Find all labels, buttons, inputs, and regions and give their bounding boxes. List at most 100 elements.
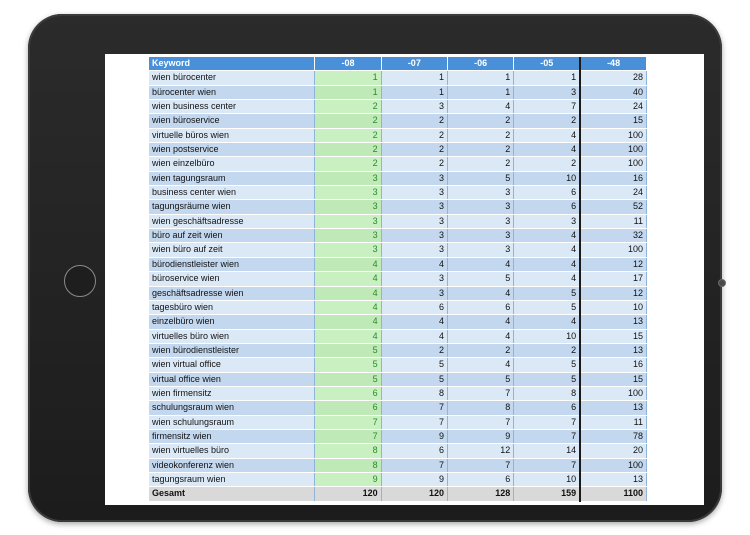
rank-cell[interactable]: 15 — [579, 113, 648, 129]
rank-cell[interactable]: 4 — [447, 286, 515, 301]
keyword-cell[interactable]: wien firmensitz — [149, 386, 316, 402]
rank-cell[interactable]: 2 — [381, 128, 448, 144]
rank-cell[interactable]: 12 — [447, 443, 515, 459]
rank-cell[interactable]: 11 — [579, 415, 648, 430]
rank-cell[interactable]: 5 — [447, 171, 515, 187]
rank-cell[interactable]: 13 — [579, 400, 648, 416]
rank-cell[interactable]: 2 — [314, 99, 382, 115]
rank-cell[interactable]: 6 — [381, 300, 448, 316]
keyword-cell[interactable]: virtual office wien — [149, 372, 316, 387]
rank-cell[interactable]: 3 — [314, 228, 382, 244]
rank-cell[interactable]: 5 — [381, 372, 448, 387]
rank-cell[interactable]: 7 — [513, 429, 581, 445]
column-header[interactable]: -06 — [447, 57, 515, 72]
rank-cell[interactable]: 32 — [579, 228, 648, 244]
rank-cell[interactable]: 5 — [314, 357, 382, 373]
rank-cell[interactable]: 17 — [579, 271, 648, 287]
keyword-cell[interactable]: virtuelle büros wien — [149, 128, 316, 144]
rank-cell[interactable]: 2 — [447, 128, 515, 144]
rank-cell[interactable]: 10 — [513, 472, 581, 488]
rank-cell[interactable]: 4 — [513, 271, 581, 287]
rank-cell[interactable]: 6 — [513, 185, 581, 201]
rank-cell[interactable]: 1 — [447, 70, 515, 86]
keyword-cell[interactable]: wien geschäftsadresse — [149, 214, 316, 230]
keyword-cell[interactable]: wien virtuelles büro — [149, 443, 316, 459]
keyword-cell[interactable]: firmensitz wien — [149, 429, 316, 445]
rank-cell[interactable]: 5 — [513, 357, 581, 373]
rank-cell[interactable]: 7 — [381, 400, 448, 416]
total-label[interactable]: Gesamt — [149, 486, 316, 502]
rank-cell[interactable]: 2 — [314, 113, 382, 129]
rank-cell[interactable]: 1 — [381, 85, 448, 101]
rank-cell[interactable]: 2 — [314, 142, 382, 158]
rank-cell[interactable]: 7 — [513, 99, 581, 115]
rank-cell[interactable]: 2 — [513, 343, 581, 359]
keyword-cell[interactable]: büro auf zeit wien — [149, 228, 316, 244]
total-cell[interactable]: 128 — [447, 486, 515, 502]
rank-cell[interactable]: 3 — [447, 228, 515, 244]
home-button[interactable] — [64, 265, 96, 297]
rank-cell[interactable]: 2 — [447, 113, 515, 129]
rank-cell[interactable]: 3 — [513, 85, 581, 101]
rank-cell[interactable]: 3 — [314, 185, 382, 201]
rank-cell[interactable]: 4 — [381, 257, 448, 273]
keyword-cell[interactable]: wien bürodienstleister — [149, 343, 316, 359]
rank-cell[interactable]: 8 — [314, 443, 382, 459]
keyword-cell[interactable]: videokonferenz wien — [149, 458, 316, 473]
rank-cell[interactable]: 100 — [579, 156, 648, 172]
column-header[interactable]: -07 — [381, 57, 448, 72]
rank-cell[interactable]: 5 — [314, 343, 382, 359]
rank-cell[interactable]: 4 — [513, 242, 581, 258]
rank-cell[interactable]: 7 — [447, 386, 515, 402]
rank-cell[interactable]: 4 — [447, 99, 515, 115]
rank-cell[interactable]: 28 — [579, 70, 648, 86]
keyword-cell[interactable]: wien büroservice — [149, 113, 316, 129]
rank-cell[interactable]: 4 — [447, 257, 515, 273]
rank-cell[interactable]: 4 — [314, 286, 382, 301]
rank-cell[interactable]: 15 — [579, 372, 648, 387]
column-header[interactable]: -08 — [314, 57, 382, 72]
rank-cell[interactable]: 3 — [314, 242, 382, 258]
column-header[interactable]: -48 — [579, 57, 648, 72]
rank-cell[interactable]: 13 — [579, 472, 648, 488]
rank-cell[interactable]: 7 — [513, 458, 581, 473]
rank-cell[interactable]: 9 — [381, 472, 448, 488]
rank-cell[interactable]: 2 — [447, 156, 515, 172]
rank-cell[interactable]: 2 — [513, 113, 581, 129]
rank-cell[interactable]: 1 — [447, 85, 515, 101]
keyword-cell[interactable]: tagesbüro wien — [149, 300, 316, 316]
rank-cell[interactable]: 6 — [314, 400, 382, 416]
rank-cell[interactable]: 4 — [447, 357, 515, 373]
rank-cell[interactable]: 4 — [314, 300, 382, 316]
rank-cell[interactable]: 3 — [513, 214, 581, 230]
rank-cell[interactable]: 6 — [513, 400, 581, 416]
rank-cell[interactable]: 4 — [314, 329, 382, 344]
rank-cell[interactable]: 11 — [579, 214, 648, 230]
rank-cell[interactable]: 40 — [579, 85, 648, 101]
rank-cell[interactable]: 3 — [381, 185, 448, 201]
rank-cell[interactable]: 5 — [314, 372, 382, 387]
keyword-cell[interactable]: wien postservice — [149, 142, 316, 158]
rank-cell[interactable]: 100 — [579, 128, 648, 144]
rank-cell[interactable]: 7 — [381, 415, 448, 430]
rank-cell[interactable]: 10 — [513, 171, 581, 187]
rank-cell[interactable]: 5 — [513, 286, 581, 301]
total-cell[interactable]: 120 — [314, 486, 382, 502]
rank-cell[interactable]: 3 — [447, 185, 515, 201]
rank-cell[interactable]: 3 — [447, 199, 515, 215]
rank-cell[interactable]: 4 — [314, 271, 382, 287]
rank-cell[interactable]: 3 — [381, 242, 448, 258]
rank-cell[interactable]: 24 — [579, 185, 648, 201]
rank-cell[interactable]: 5 — [447, 271, 515, 287]
rank-cell[interactable]: 4 — [513, 228, 581, 244]
rank-cell[interactable]: 1 — [381, 70, 448, 86]
rank-cell[interactable]: 3 — [381, 199, 448, 215]
rank-cell[interactable]: 4 — [513, 142, 581, 158]
rank-cell[interactable]: 4 — [513, 314, 581, 330]
rank-cell[interactable]: 15 — [579, 329, 648, 344]
rank-cell[interactable]: 4 — [314, 257, 382, 273]
rank-cell[interactable]: 5 — [513, 372, 581, 387]
rank-cell[interactable]: 3 — [314, 214, 382, 230]
rank-cell[interactable]: 10 — [579, 300, 648, 316]
rank-cell[interactable]: 3 — [381, 214, 448, 230]
